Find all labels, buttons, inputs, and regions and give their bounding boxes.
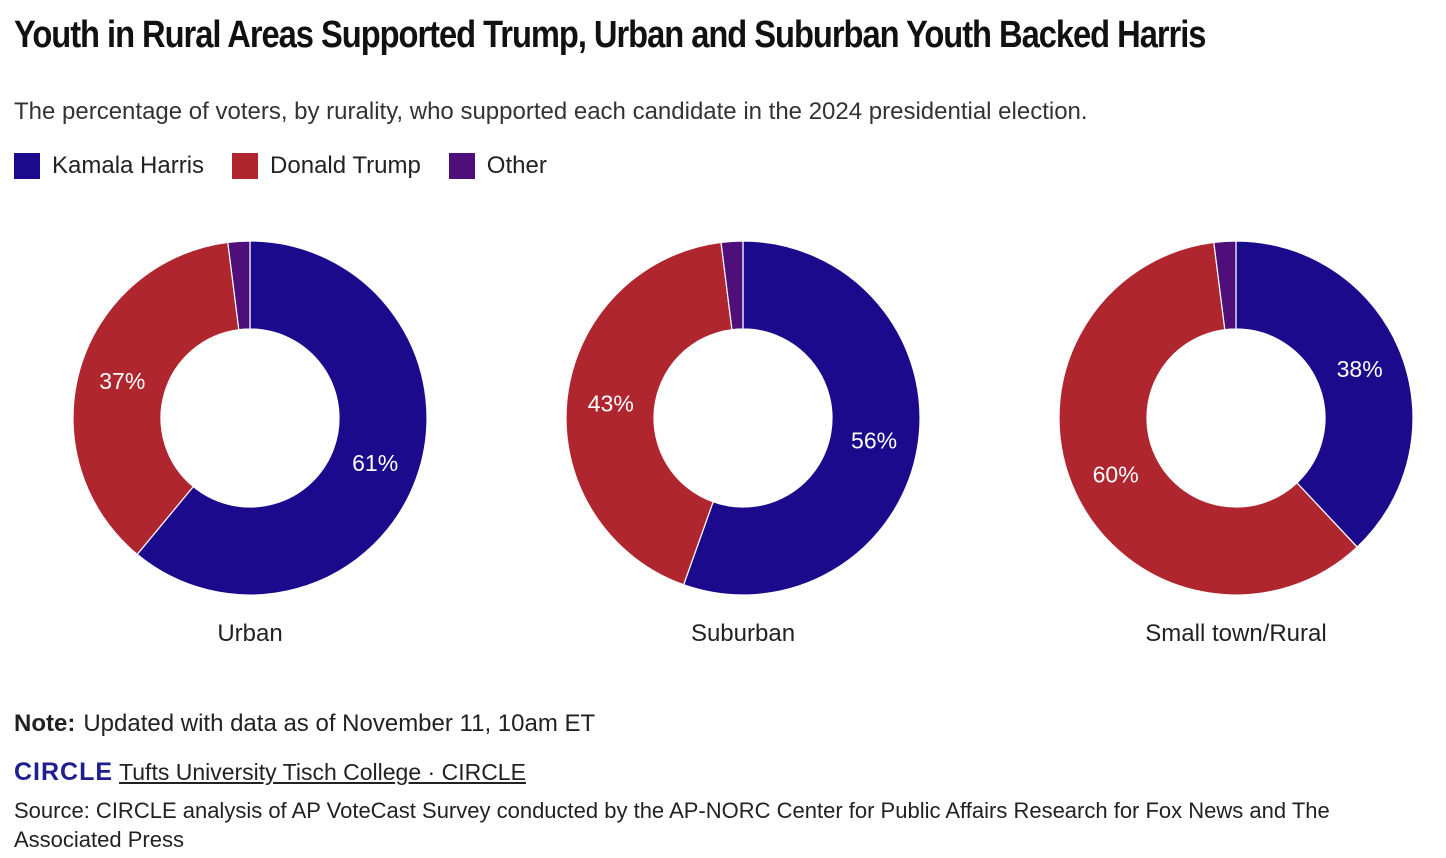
credit: CIRCLE Tufts University Tisch College · … (14, 758, 526, 787)
slice-trump (1058, 241, 1359, 596)
category-label: Small town/Rural (1145, 620, 1326, 647)
legend-label-trump: Donald Trump (270, 152, 421, 179)
legend: Kamala Harris Donald Trump Other (14, 152, 575, 180)
credit-link[interactable]: Tufts University Tisch College · CIRCLE (119, 759, 526, 785)
slice-other (227, 240, 251, 331)
source-text: Source: CIRCLE analysis of AP VoteCast S… (14, 798, 1330, 852)
slice-trump (565, 241, 733, 586)
data-label-harris: 61% (352, 450, 398, 476)
legend-item-other: Other (448, 152, 547, 180)
data-label-trump: 43% (588, 391, 634, 417)
legend-swatch-trump (232, 153, 259, 179)
data-label-trump: 60% (1093, 462, 1139, 488)
legend-swatch-harris (14, 153, 40, 179)
data-label-harris: 56% (851, 428, 897, 454)
data-label-harris: 38% (1337, 356, 1383, 382)
note-text: Updated with data as of November 11, 10a… (83, 710, 596, 737)
chart-subtitle: The percentage of voters, by rurality, w… (14, 98, 1088, 125)
donut-charts: 61% 37% Urban 56% 43% Suburban 38% 60% Small tow… (72, 240, 1414, 647)
donut-small-town-rural: 38% 60% Small town/Rural (1058, 240, 1414, 647)
category-label: Urban (217, 620, 282, 647)
slice-other (720, 240, 744, 331)
slice-trump (72, 241, 240, 556)
chart-title: Youth in Rural Areas Supported Trump, Ur… (14, 14, 1206, 56)
legend-swatch-other (448, 153, 475, 179)
category-label: Suburban (691, 620, 795, 647)
data-label-trump: 37% (99, 368, 145, 394)
slice-harris (136, 240, 428, 596)
slice-harris (1235, 240, 1414, 548)
note-label: Note: (14, 710, 76, 737)
circle-logo: CIRCLE (14, 758, 114, 786)
slice-harris (682, 240, 921, 596)
donut-urban: 61% 37% Urban (72, 240, 428, 647)
legend-item-harris: Kamala Harris (14, 152, 204, 180)
legend-label-other: Other (486, 152, 547, 179)
donut-suburban: 56% 43% Suburban (565, 240, 921, 647)
legend-item-trump: Donald Trump (232, 152, 421, 180)
legend-label-harris: Kamala Harris (52, 152, 205, 179)
note: Note: Updated with data as of November 11… (14, 710, 595, 738)
slice-other (1213, 240, 1237, 331)
